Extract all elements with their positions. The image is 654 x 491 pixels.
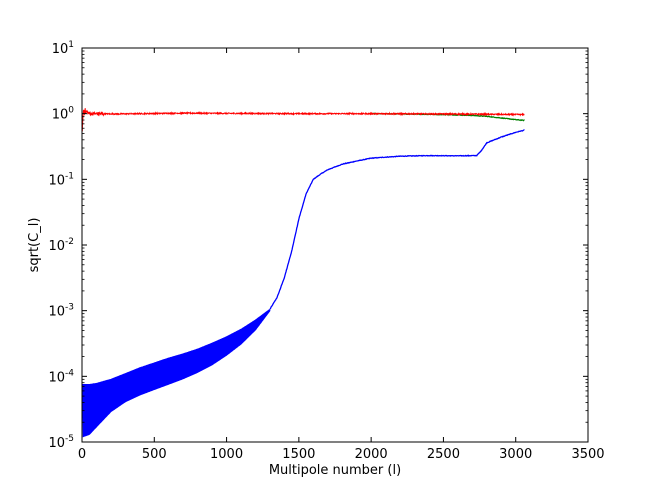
- x-tick-label: 500: [142, 447, 167, 462]
- x-tick-label: 2000: [355, 447, 388, 462]
- ticks: 0 500 1000 1500 2000 2500 3000 3500 10-5 10-4 10-3…: [48, 40, 604, 462]
- y-tick-label: 10-1: [48, 171, 74, 188]
- y-tick-label: 101: [52, 40, 74, 57]
- x-tick-label: 3000: [499, 447, 532, 462]
- series-3-line: [269, 129, 525, 310]
- x-tick-label: 0: [78, 447, 86, 462]
- x-tick-label: 2500: [427, 447, 460, 462]
- x-axis-label: Multipole number (l): [269, 463, 401, 478]
- y-tick-label: 100: [52, 106, 75, 123]
- y-tick-label: 10-5: [48, 434, 74, 451]
- y-tick-label: 10-2: [48, 237, 74, 254]
- plot-area: [82, 108, 525, 438]
- x-tick-label: 1500: [282, 447, 315, 462]
- y-tick-label: 10-4: [48, 368, 74, 385]
- series-2-band: [82, 308, 271, 438]
- plot-frame: [81, 47, 589, 443]
- y-tick-label: 10-3: [48, 303, 74, 320]
- y-axis-label: sqrt(C_l): [27, 218, 42, 273]
- x-tick-label: 1000: [210, 447, 243, 462]
- series-0-line: [82, 108, 525, 132]
- x-tick-label: 3500: [571, 447, 604, 462]
